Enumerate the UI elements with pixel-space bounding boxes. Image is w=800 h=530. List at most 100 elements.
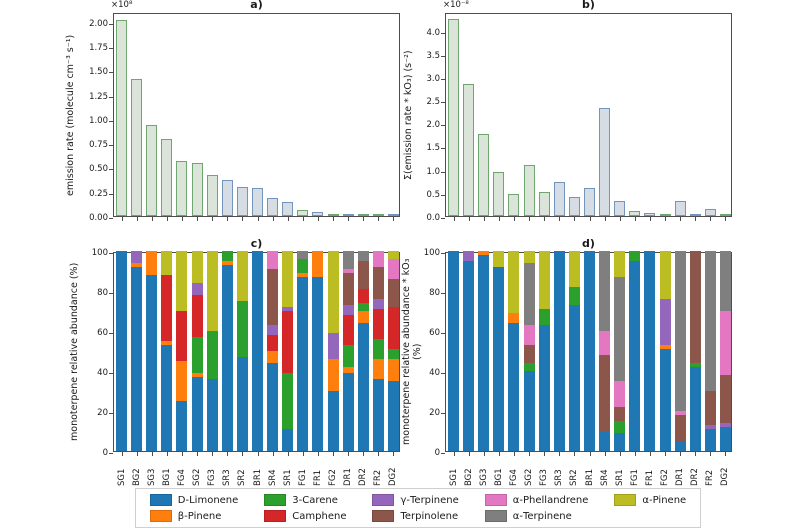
stacked-bar-SR1	[282, 251, 294, 451]
xtick-mark	[604, 452, 606, 456]
legend-item-Terpinolene: Terpinolene	[372, 510, 458, 522]
xtick-mark	[529, 217, 531, 221]
segment-α-Pinene	[191, 251, 203, 283]
xtick-label-BG2: BG2	[131, 468, 142, 486]
ytick-label: 100	[91, 248, 108, 258]
xtick-mark	[227, 217, 229, 221]
legend-label: 3-Carene	[292, 494, 338, 506]
segment-3-Carene	[191, 337, 203, 373]
xtick-label-DR2: DR2	[358, 468, 369, 486]
xtick-label-FG2: FG2	[660, 469, 671, 486]
segment-α-Phellandrene	[523, 325, 535, 345]
panel-c-ylabel: monoterpene relative abundance (%)	[69, 262, 80, 442]
bar-rank-3	[146, 124, 158, 216]
segment-D-Limonene	[448, 251, 460, 451]
xtick-mark	[287, 217, 289, 221]
segment-3-Carene	[342, 345, 354, 367]
segment-Terpinolene	[342, 273, 354, 305]
legend-swatch-icon	[264, 510, 287, 522]
legend-swatch-icon	[484, 494, 507, 506]
xtick-mark	[257, 452, 259, 456]
xtick-mark	[348, 217, 350, 221]
segment-D-Limonene	[191, 377, 203, 451]
legend-label: α-Terpinene	[512, 510, 572, 522]
bar-rank-16	[674, 200, 686, 216]
panel-d-title: d)	[582, 237, 595, 250]
xtick-mark	[634, 217, 636, 221]
panel-d-ylabel: monoterpene relative abundance * kO₃ (%)	[401, 258, 423, 446]
xtick-mark	[634, 452, 636, 456]
segment-β-Pinene	[221, 261, 233, 265]
xtick-mark	[287, 452, 289, 456]
bar-rank-4	[493, 171, 505, 216]
stacked-bar-FR1	[312, 251, 324, 451]
segment-Terpinolene	[674, 415, 686, 441]
segment-3-Carene	[387, 349, 399, 359]
segment-β-Pinene	[387, 359, 399, 381]
ytick-label: 60	[97, 328, 108, 338]
stacked-bar-DG2	[719, 251, 731, 451]
legend-swatch-icon	[372, 510, 395, 522]
xtick-mark	[181, 452, 183, 456]
segment-D-Limonene	[704, 429, 716, 451]
xtick-mark	[574, 452, 576, 456]
stacked-bar-SG2	[191, 251, 203, 451]
segment-Camphene	[267, 335, 279, 351]
xtick-mark	[378, 217, 380, 221]
legend-item-α-Terpinene: α-Terpinene	[484, 510, 589, 522]
ytick-mark	[441, 125, 445, 127]
segment-Terpinolene	[719, 375, 731, 423]
stacked-bar-BR1	[584, 251, 595, 451]
ytick-label: 1.00	[89, 115, 108, 126]
ytick-mark	[109, 453, 113, 454]
stacked-bar-SR2	[236, 251, 248, 451]
ytick-label: 0.50	[89, 164, 108, 175]
bar-rank-7	[206, 175, 218, 216]
bar-rank-17	[357, 214, 369, 216]
ytick-mark	[441, 102, 445, 104]
xtick-mark	[604, 217, 606, 221]
segment-Terpinolene	[689, 251, 701, 363]
panel-b-plot-area: 0.0 0.5 1.0 1.5 2.0 2.5 3.0 3.5 4.0	[426, 13, 732, 223]
stacked-bar-FR1	[644, 251, 656, 451]
segment-α-Terpinene	[719, 251, 731, 311]
segment-γ-Terpinene	[659, 299, 671, 345]
stacked-bar-BG2	[463, 251, 475, 451]
ytick-mark	[109, 96, 113, 98]
bar-rank-15	[327, 214, 339, 216]
legend-item-α-Pinene: α-Pinene	[614, 494, 686, 506]
ytick-label: 100	[423, 248, 440, 258]
panel-a: a) ×10⁸ emission rate (molecule cm⁻³ s⁻¹…	[65, 0, 400, 223]
stacked-bar-DR1	[674, 251, 686, 451]
bar-rank-9	[236, 186, 248, 216]
bar-rank-13	[297, 210, 309, 216]
segment-γ-Terpinene	[719, 423, 731, 427]
legend-item-γ-Terpinene: γ-Terpinene	[372, 494, 459, 506]
ytick-label: 1.75	[89, 43, 108, 53]
ytick-mark	[441, 148, 445, 150]
xtick-label-SR2: SR2	[569, 469, 580, 486]
segment-Terpinolene	[599, 355, 611, 431]
panel-c-plot-area: 0 20 40 60 80 100 SG1 BG2 SG3 BG1 FG4 SG2 FG3 SR3 SR2 B…	[92, 248, 400, 486]
segment-α-Phellandrene	[342, 269, 354, 273]
xtick-label-DR1: DR1	[343, 468, 354, 486]
segment-D-Limonene	[221, 265, 233, 451]
ytick-mark	[109, 253, 113, 254]
ytick-mark	[441, 32, 445, 34]
segment-3-Carene	[357, 303, 369, 311]
stacked-bar-FG1	[629, 251, 641, 451]
xtick-mark	[559, 452, 561, 456]
stacked-bar-SG3	[478, 251, 490, 451]
legend-swatch-icon	[614, 494, 637, 506]
segment-α-Pinene	[508, 251, 520, 313]
legend-item-D-Limonene: D-Limonene	[149, 494, 238, 506]
segment-β-Pinene	[131, 263, 143, 267]
segment-Camphene	[387, 307, 399, 349]
segment-γ-Terpinene	[327, 333, 339, 359]
stacked-bar-BR1	[252, 251, 263, 451]
stacked-bar-FG2	[659, 251, 671, 451]
segment-D-Limonene	[568, 305, 580, 451]
segment-D-Limonene	[599, 431, 611, 451]
xtick-mark	[363, 217, 365, 221]
xtick-mark	[121, 452, 123, 456]
